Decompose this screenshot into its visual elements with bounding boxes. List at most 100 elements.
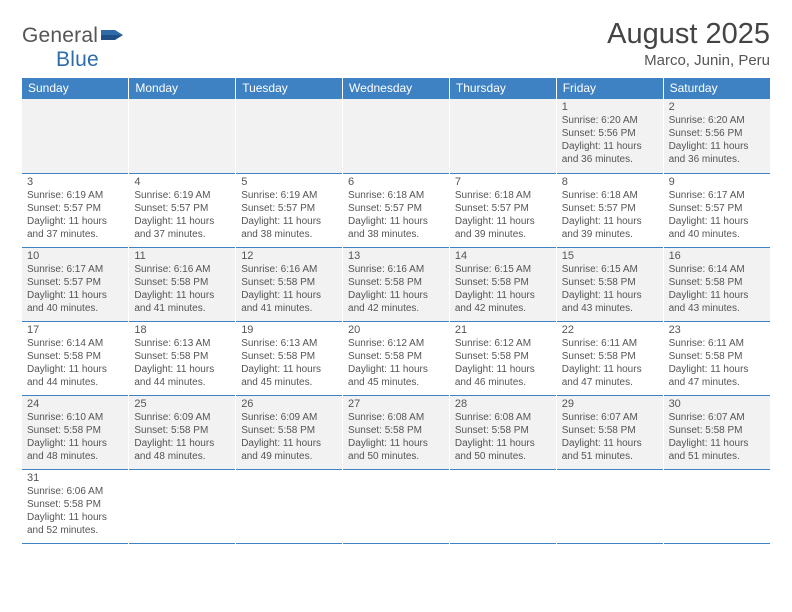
daylight-line: Daylight: 11 hours and 50 minutes. bbox=[348, 437, 444, 463]
sunset-line: Sunset: 5:58 PM bbox=[455, 424, 551, 437]
day-number: 22 bbox=[562, 324, 658, 336]
sunset-line: Sunset: 5:58 PM bbox=[27, 498, 123, 511]
calendar-day-cell: 17Sunrise: 6:14 AMSunset: 5:58 PMDayligh… bbox=[22, 321, 129, 395]
daylight-line: Daylight: 11 hours and 51 minutes. bbox=[669, 437, 765, 463]
calendar-row: 1Sunrise: 6:20 AMSunset: 5:56 PMDaylight… bbox=[22, 99, 770, 173]
calendar-day-cell: 6Sunrise: 6:18 AMSunset: 5:57 PMDaylight… bbox=[343, 173, 450, 247]
calendar-day-cell: 3Sunrise: 6:19 AMSunset: 5:57 PMDaylight… bbox=[22, 173, 129, 247]
sunset-line: Sunset: 5:57 PM bbox=[348, 202, 444, 215]
day-number: 4 bbox=[134, 176, 230, 188]
daylight-line: Daylight: 11 hours and 45 minutes. bbox=[348, 363, 444, 389]
calendar-row: 24Sunrise: 6:10 AMSunset: 5:58 PMDayligh… bbox=[22, 395, 770, 469]
day-number: 28 bbox=[455, 398, 551, 410]
calendar-day-cell: 22Sunrise: 6:11 AMSunset: 5:58 PMDayligh… bbox=[556, 321, 663, 395]
calendar-empty-cell bbox=[22, 99, 129, 173]
sunrise-line: Sunrise: 6:12 AM bbox=[348, 337, 444, 350]
daylight-line: Daylight: 11 hours and 47 minutes. bbox=[669, 363, 765, 389]
daylight-line: Daylight: 11 hours and 39 minutes. bbox=[562, 215, 658, 241]
weekday-header: Wednesday bbox=[343, 78, 450, 99]
sunrise-line: Sunrise: 6:20 AM bbox=[562, 114, 658, 127]
weekday-header: Tuesday bbox=[236, 78, 343, 99]
calendar-day-cell: 25Sunrise: 6:09 AMSunset: 5:58 PMDayligh… bbox=[129, 395, 236, 469]
daylight-line: Daylight: 11 hours and 39 minutes. bbox=[455, 215, 551, 241]
sunrise-line: Sunrise: 6:17 AM bbox=[669, 189, 765, 202]
sunset-line: Sunset: 5:56 PM bbox=[562, 127, 658, 140]
sunset-line: Sunset: 5:57 PM bbox=[27, 202, 123, 215]
day-number: 10 bbox=[27, 250, 123, 262]
daylight-line: Daylight: 11 hours and 43 minutes. bbox=[669, 289, 765, 315]
calendar-row: 3Sunrise: 6:19 AMSunset: 5:57 PMDaylight… bbox=[22, 173, 770, 247]
daylight-line: Daylight: 11 hours and 41 minutes. bbox=[241, 289, 337, 315]
daylight-line: Daylight: 11 hours and 48 minutes. bbox=[27, 437, 123, 463]
logo-text: GeneralBlue bbox=[22, 24, 123, 72]
sunrise-line: Sunrise: 6:16 AM bbox=[134, 263, 230, 276]
sunset-line: Sunset: 5:57 PM bbox=[562, 202, 658, 215]
day-number: 2 bbox=[669, 101, 765, 113]
daylight-line: Daylight: 11 hours and 52 minutes. bbox=[27, 511, 123, 537]
month-title: August 2025 bbox=[607, 18, 770, 51]
sunrise-line: Sunrise: 6:14 AM bbox=[27, 337, 123, 350]
daylight-line: Daylight: 11 hours and 42 minutes. bbox=[455, 289, 551, 315]
daylight-line: Daylight: 11 hours and 47 minutes. bbox=[562, 363, 658, 389]
sunrise-line: Sunrise: 6:18 AM bbox=[455, 189, 551, 202]
sunset-line: Sunset: 5:58 PM bbox=[455, 276, 551, 289]
sunset-line: Sunset: 5:58 PM bbox=[562, 276, 658, 289]
daylight-line: Daylight: 11 hours and 37 minutes. bbox=[27, 215, 123, 241]
calendar-day-cell: 23Sunrise: 6:11 AMSunset: 5:58 PMDayligh… bbox=[663, 321, 770, 395]
sunrise-line: Sunrise: 6:20 AM bbox=[669, 114, 765, 127]
day-number: 29 bbox=[562, 398, 658, 410]
calendar-day-cell: 2Sunrise: 6:20 AMSunset: 5:56 PMDaylight… bbox=[663, 99, 770, 173]
calendar-day-cell: 14Sunrise: 6:15 AMSunset: 5:58 PMDayligh… bbox=[449, 247, 556, 321]
calendar-day-cell: 27Sunrise: 6:08 AMSunset: 5:58 PMDayligh… bbox=[343, 395, 450, 469]
sunset-line: Sunset: 5:58 PM bbox=[348, 276, 444, 289]
daylight-line: Daylight: 11 hours and 43 minutes. bbox=[562, 289, 658, 315]
sunrise-line: Sunrise: 6:19 AM bbox=[27, 189, 123, 202]
daylight-line: Daylight: 11 hours and 46 minutes. bbox=[455, 363, 551, 389]
daylight-line: Daylight: 11 hours and 38 minutes. bbox=[348, 215, 444, 241]
sunrise-line: Sunrise: 6:08 AM bbox=[348, 411, 444, 424]
calendar-empty-cell bbox=[129, 469, 236, 543]
calendar-row: 31Sunrise: 6:06 AMSunset: 5:58 PMDayligh… bbox=[22, 469, 770, 543]
calendar-empty-cell bbox=[343, 99, 450, 173]
day-number: 21 bbox=[455, 324, 551, 336]
sunset-line: Sunset: 5:58 PM bbox=[241, 350, 337, 363]
weekday-header: Thursday bbox=[449, 78, 556, 99]
calendar-empty-cell bbox=[449, 469, 556, 543]
logo-flag-icon bbox=[101, 24, 123, 48]
logo: GeneralBlue bbox=[22, 18, 123, 72]
sunrise-line: Sunrise: 6:12 AM bbox=[455, 337, 551, 350]
daylight-line: Daylight: 11 hours and 40 minutes. bbox=[669, 215, 765, 241]
daylight-line: Daylight: 11 hours and 38 minutes. bbox=[241, 215, 337, 241]
day-number: 27 bbox=[348, 398, 444, 410]
calendar-day-cell: 4Sunrise: 6:19 AMSunset: 5:57 PMDaylight… bbox=[129, 173, 236, 247]
sunrise-line: Sunrise: 6:07 AM bbox=[562, 411, 658, 424]
daylight-line: Daylight: 11 hours and 40 minutes. bbox=[27, 289, 123, 315]
calendar-day-cell: 15Sunrise: 6:15 AMSunset: 5:58 PMDayligh… bbox=[556, 247, 663, 321]
calendar-page: GeneralBlue August 2025 Marco, Junin, Pe… bbox=[0, 0, 792, 544]
sunset-line: Sunset: 5:58 PM bbox=[562, 424, 658, 437]
day-number: 7 bbox=[455, 176, 551, 188]
sunset-line: Sunset: 5:58 PM bbox=[669, 276, 765, 289]
day-number: 9 bbox=[669, 176, 765, 188]
daylight-line: Daylight: 11 hours and 42 minutes. bbox=[348, 289, 444, 315]
sunrise-line: Sunrise: 6:06 AM bbox=[27, 485, 123, 498]
day-number: 25 bbox=[134, 398, 230, 410]
sunrise-line: Sunrise: 6:07 AM bbox=[669, 411, 765, 424]
calendar-day-cell: 20Sunrise: 6:12 AMSunset: 5:58 PMDayligh… bbox=[343, 321, 450, 395]
day-number: 20 bbox=[348, 324, 444, 336]
sunrise-line: Sunrise: 6:19 AM bbox=[241, 189, 337, 202]
calendar-day-cell: 30Sunrise: 6:07 AMSunset: 5:58 PMDayligh… bbox=[663, 395, 770, 469]
calendar-day-cell: 18Sunrise: 6:13 AMSunset: 5:58 PMDayligh… bbox=[129, 321, 236, 395]
sunrise-line: Sunrise: 6:18 AM bbox=[562, 189, 658, 202]
sunrise-line: Sunrise: 6:09 AM bbox=[241, 411, 337, 424]
calendar-day-cell: 9Sunrise: 6:17 AMSunset: 5:57 PMDaylight… bbox=[663, 173, 770, 247]
sunset-line: Sunset: 5:56 PM bbox=[669, 127, 765, 140]
calendar-row: 10Sunrise: 6:17 AMSunset: 5:57 PMDayligh… bbox=[22, 247, 770, 321]
day-number: 8 bbox=[562, 176, 658, 188]
calendar-day-cell: 29Sunrise: 6:07 AMSunset: 5:58 PMDayligh… bbox=[556, 395, 663, 469]
sunset-line: Sunset: 5:58 PM bbox=[455, 350, 551, 363]
calendar-day-cell: 19Sunrise: 6:13 AMSunset: 5:58 PMDayligh… bbox=[236, 321, 343, 395]
calendar-day-cell: 26Sunrise: 6:09 AMSunset: 5:58 PMDayligh… bbox=[236, 395, 343, 469]
sunrise-line: Sunrise: 6:13 AM bbox=[134, 337, 230, 350]
sunrise-line: Sunrise: 6:13 AM bbox=[241, 337, 337, 350]
